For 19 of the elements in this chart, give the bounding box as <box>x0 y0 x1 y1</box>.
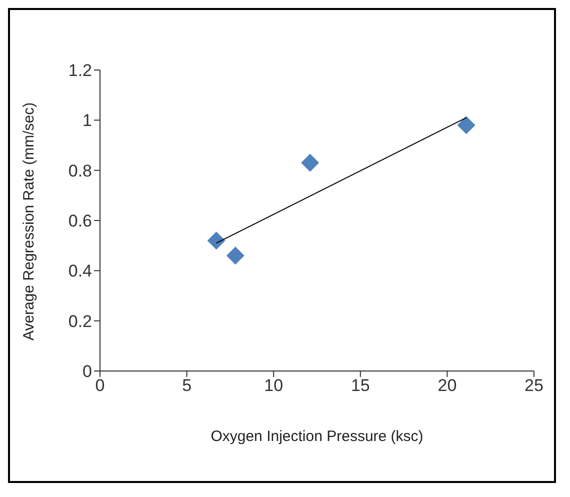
y-tick-label: 0.4 <box>68 262 92 281</box>
x-tick-label: 25 <box>524 376 544 396</box>
y-tick-label: 0.8 <box>68 161 92 180</box>
y-tick-label: 0.6 <box>68 212 92 231</box>
point <box>207 232 226 250</box>
x-tick-label: 10 <box>264 376 284 396</box>
x-tick-label: 0 <box>95 376 105 396</box>
y-axis-title: Average Regression Rate (mm/sec) <box>20 102 38 340</box>
y-tick-label: 1.2 <box>68 61 92 80</box>
point <box>457 116 476 134</box>
y-tick-label: 0 <box>82 362 92 382</box>
x-axis-title: Oxygen Injection Pressure (ksc) <box>210 428 424 445</box>
point <box>226 246 244 265</box>
x-tick-label: 20 <box>438 376 457 396</box>
y-tick-label: 0.2 <box>68 312 92 331</box>
y-tick-label: 1 <box>82 111 92 130</box>
x-tick-label: 15 <box>350 376 370 396</box>
x-tick-label: 5 <box>182 376 192 396</box>
point <box>301 154 320 172</box>
